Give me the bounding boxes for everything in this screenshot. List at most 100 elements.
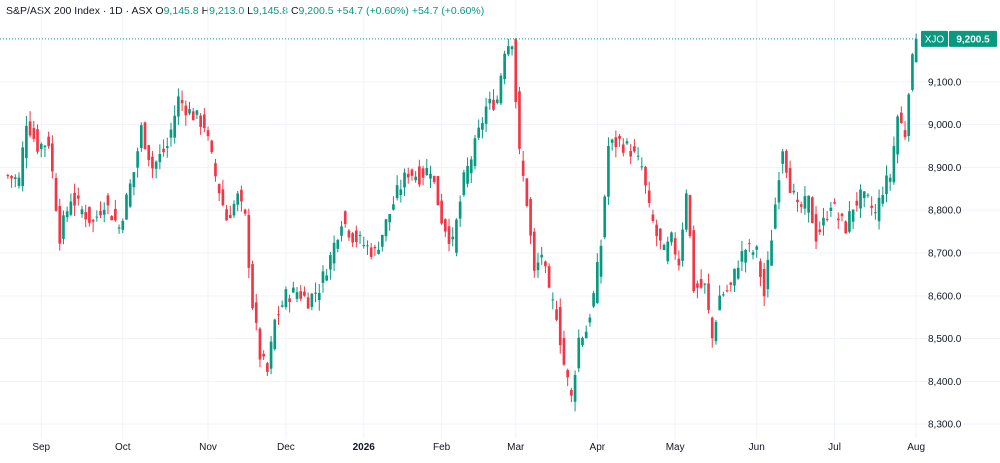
candle[interactable] [503, 50, 506, 85]
candle[interactable] [432, 175, 436, 184]
candle[interactable] [859, 184, 862, 219]
candle[interactable] [143, 121, 147, 150]
candle[interactable] [399, 179, 403, 203]
candle[interactable] [184, 100, 188, 126]
candle[interactable] [151, 150, 154, 179]
candle[interactable] [666, 236, 670, 265]
candle[interactable] [221, 179, 225, 207]
candle[interactable] [54, 173, 58, 212]
candle[interactable] [329, 251, 332, 280]
candle[interactable] [484, 97, 488, 132]
candle[interactable] [599, 239, 603, 284]
candle[interactable] [125, 192, 128, 220]
candle[interactable] [521, 150, 525, 182]
candle[interactable] [836, 212, 840, 229]
candle[interactable] [455, 218, 458, 257]
candle[interactable] [425, 159, 429, 176]
candle[interactable] [870, 196, 873, 216]
candle[interactable] [770, 229, 773, 266]
candle[interactable] [844, 220, 848, 234]
candle[interactable] [914, 33, 918, 63]
candle[interactable] [558, 298, 562, 354]
candle[interactable] [796, 191, 799, 212]
candle[interactable] [595, 253, 599, 304]
candle[interactable] [169, 122, 173, 147]
candle[interactable] [488, 91, 492, 110]
candle[interactable] [592, 290, 595, 309]
candle[interactable] [507, 38, 510, 57]
candle[interactable] [336, 238, 340, 253]
candle[interactable] [273, 318, 277, 351]
candle[interactable] [266, 361, 269, 377]
candle[interactable] [621, 138, 625, 157]
candle[interactable] [373, 244, 377, 257]
candle[interactable] [32, 120, 36, 142]
candle[interactable] [755, 245, 759, 258]
candle[interactable] [651, 209, 655, 223]
candle[interactable] [247, 208, 251, 279]
candle[interactable] [803, 185, 807, 215]
candle[interactable] [659, 228, 662, 250]
candle[interactable] [191, 108, 195, 121]
candle[interactable] [443, 218, 447, 237]
candle[interactable] [177, 88, 180, 125]
candle[interactable] [277, 306, 280, 325]
candle[interactable] [584, 325, 588, 339]
candle[interactable] [317, 283, 321, 311]
candle[interactable] [306, 292, 310, 309]
candle[interactable] [618, 133, 621, 147]
candle[interactable] [577, 329, 581, 373]
candle[interactable] [670, 231, 673, 246]
candle[interactable] [232, 200, 236, 218]
candle[interactable] [392, 196, 395, 211]
candle[interactable] [785, 149, 788, 179]
candle[interactable] [673, 232, 677, 260]
candle[interactable] [581, 336, 584, 347]
candle[interactable] [603, 194, 607, 240]
candle[interactable] [199, 113, 202, 135]
candle[interactable] [421, 165, 425, 186]
candle[interactable] [822, 207, 825, 236]
candle[interactable] [147, 144, 151, 167]
candle[interactable] [132, 172, 136, 196]
candle[interactable] [355, 225, 358, 248]
candle[interactable] [677, 250, 681, 271]
candle[interactable] [555, 300, 558, 322]
candle[interactable] [310, 292, 314, 311]
candle[interactable] [811, 196, 814, 224]
candle[interactable] [703, 283, 707, 294]
candle[interactable] [892, 136, 896, 185]
candle[interactable] [751, 249, 755, 260]
candle[interactable] [162, 139, 165, 157]
candle[interactable] [792, 183, 796, 195]
candle[interactable] [696, 280, 699, 299]
candle[interactable] [707, 273, 710, 314]
candle[interactable] [469, 156, 473, 184]
candle[interactable] [740, 240, 744, 272]
price-axis[interactable]: 8,300.0 8,400.0 8,500.0 8,600.0 8,700.0 8,800… [928, 77, 962, 430]
candle[interactable] [173, 105, 177, 144]
candle[interactable] [607, 137, 610, 205]
candle[interactable] [877, 189, 881, 230]
candle[interactable] [180, 90, 184, 111]
candle[interactable] [544, 260, 547, 274]
candle[interactable] [10, 175, 13, 188]
candle[interactable] [65, 206, 69, 222]
candle[interactable] [347, 229, 351, 241]
candle[interactable] [644, 165, 647, 194]
candle[interactable] [136, 147, 139, 178]
candle[interactable] [203, 108, 206, 133]
candle[interactable] [58, 198, 62, 251]
candle[interactable] [655, 219, 658, 247]
candle[interactable] [710, 316, 714, 348]
candle[interactable] [236, 190, 240, 212]
candle[interactable] [88, 206, 91, 227]
candle[interactable] [885, 165, 888, 203]
candle[interactable] [102, 202, 106, 223]
candle[interactable] [848, 201, 851, 234]
candle[interactable] [139, 122, 143, 152]
candle[interactable] [851, 209, 855, 229]
candle[interactable] [699, 269, 703, 289]
candle[interactable] [551, 292, 555, 310]
candle[interactable] [566, 368, 569, 387]
